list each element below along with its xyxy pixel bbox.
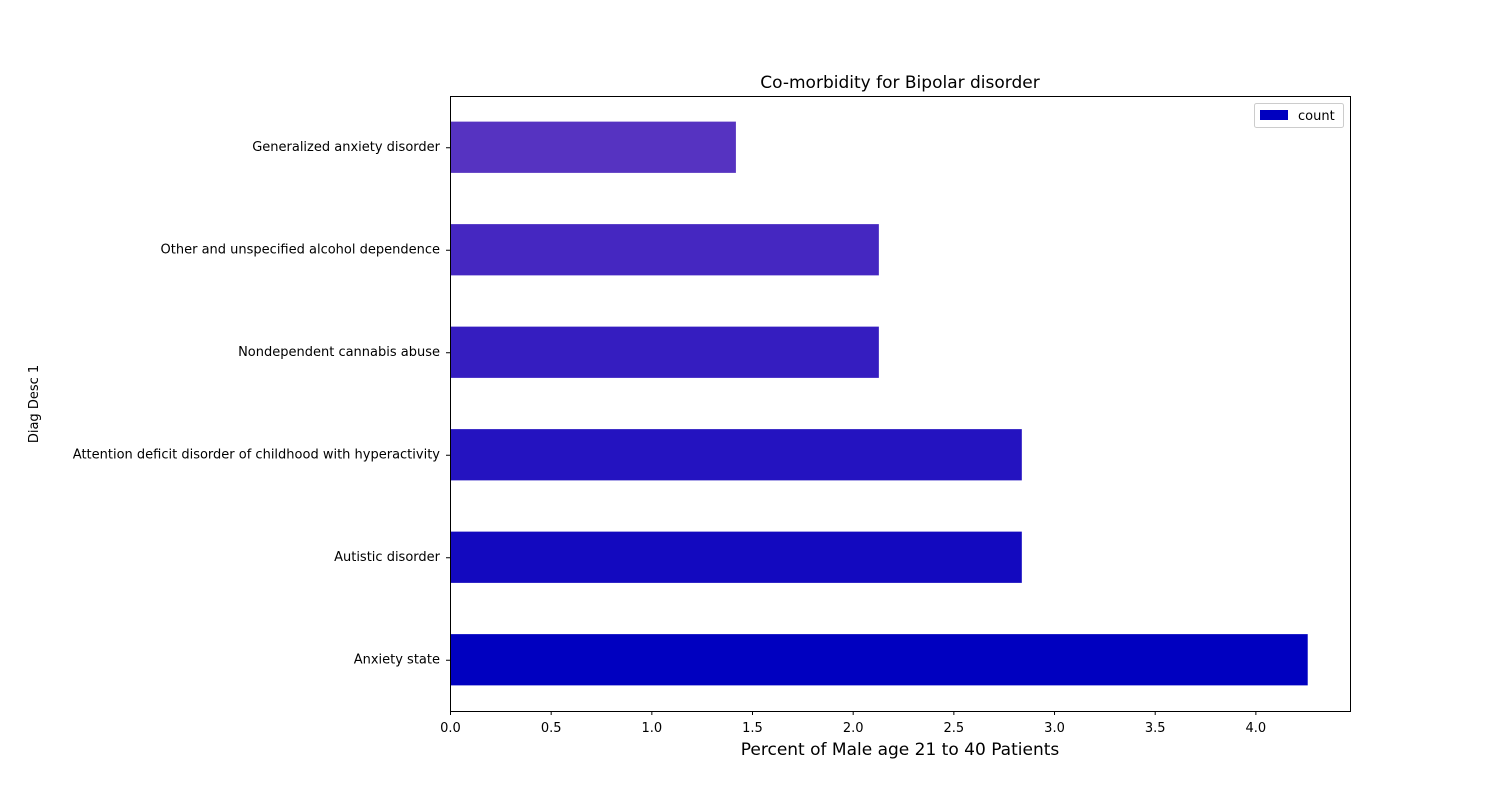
y-tick-label: Attention deficit disorder of childhood … — [73, 447, 441, 462]
bar — [450, 634, 1308, 686]
y-tick-label: Generalized anxiety disorder — [252, 140, 440, 155]
legend-box — [1254, 103, 1344, 128]
x-tick-label: 4.0 — [1246, 721, 1267, 736]
legend-label-count: count — [1298, 109, 1335, 124]
y-tick-label: Anxiety state — [354, 652, 440, 667]
x-tick-label: 3.5 — [1145, 721, 1166, 736]
bars-group — [450, 121, 1308, 686]
x-tick-label: 0.5 — [541, 721, 562, 736]
bar — [450, 224, 879, 276]
y-axis-ticks: Anxiety state Autistic disorder Attention … — [73, 140, 450, 667]
bar — [450, 121, 736, 173]
bar — [450, 429, 1022, 481]
x-tick-label: 3.0 — [1044, 721, 1065, 736]
y-axis-label: Diag Desc 1 — [27, 365, 42, 443]
y-tick-label: Autistic disorder — [334, 550, 441, 565]
x-tick-label: 2.0 — [843, 721, 864, 736]
chart-title: Co-morbidity for Bipolar disorder — [760, 73, 1039, 93]
x-tick-label: 0.0 — [440, 721, 461, 736]
x-axis-label: Percent of Male age 21 to 40 Patients — [741, 740, 1060, 760]
bar — [450, 326, 879, 378]
y-tick-label: Other and unspecified alcohol dependence — [161, 242, 440, 257]
x-axis-ticks: 0.0 0.5 1.0 1.5 2.0 2.5 3.0 3.5 4.0 — [440, 711, 1266, 736]
x-tick-label: 2.5 — [944, 721, 965, 736]
y-tick-label: Nondependent cannabis abuse — [238, 345, 440, 360]
legend: count — [1254, 103, 1344, 128]
x-tick-label: 1.5 — [742, 721, 763, 736]
plot-frame — [450, 96, 1351, 712]
legend-swatch-count — [1260, 110, 1288, 120]
x-tick-label: 1.0 — [641, 721, 662, 736]
bar — [450, 531, 1022, 583]
